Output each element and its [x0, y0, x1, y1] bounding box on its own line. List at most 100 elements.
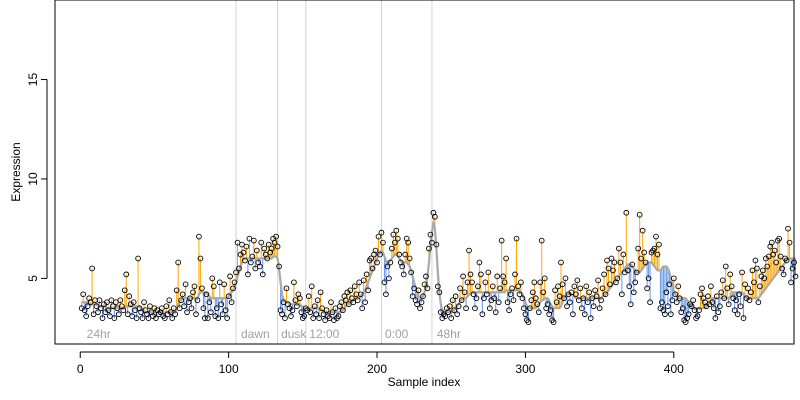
- data-point: [598, 297, 604, 304]
- data-point: [755, 299, 762, 306]
- data-point: [494, 273, 501, 280]
- data-point: [507, 291, 514, 298]
- data-point: [725, 301, 732, 308]
- data-point: [179, 291, 186, 298]
- data-point: [153, 315, 159, 322]
- data-point: [577, 285, 584, 292]
- data-point: [712, 315, 719, 322]
- data-point: [111, 315, 118, 322]
- data-point: [145, 315, 152, 322]
- data-point: [405, 239, 412, 246]
- data-point: [685, 311, 692, 318]
- x-tick-label: 300: [515, 362, 535, 376]
- data-point: [169, 315, 176, 322]
- data-point: [461, 289, 468, 296]
- data-point: [503, 255, 509, 262]
- data-point: [380, 239, 386, 246]
- data-point: [757, 283, 763, 290]
- data-point: [534, 301, 541, 308]
- data-point: [421, 281, 428, 288]
- data-point: [301, 313, 308, 320]
- data-point: [485, 269, 492, 276]
- data-point: [110, 303, 116, 310]
- data-point: [335, 313, 342, 320]
- data-point: [121, 287, 128, 294]
- data-point: [322, 317, 328, 323]
- data-point: [129, 313, 136, 320]
- data-point: [540, 289, 547, 296]
- data-point: [310, 315, 317, 322]
- data-point: [161, 315, 168, 322]
- data-point: [90, 311, 97, 318]
- data-point: [559, 281, 566, 288]
- data-point: [737, 303, 744, 310]
- data-point: [670, 275, 677, 282]
- data-point: [414, 301, 420, 308]
- data-point: [544, 301, 551, 308]
- data-point: [532, 295, 539, 302]
- data-point: [792, 273, 799, 280]
- data-point: [690, 297, 696, 304]
- data-point: [626, 283, 633, 290]
- data-point: [138, 309, 144, 316]
- data-point: [418, 299, 425, 306]
- data-point: [316, 315, 322, 322]
- data-point: [383, 291, 389, 298]
- data-point: [172, 311, 179, 318]
- data-point: [123, 271, 130, 278]
- data-point: [242, 257, 248, 264]
- data-point: [596, 305, 603, 312]
- data-point: [601, 271, 607, 278]
- data-point: [141, 299, 147, 306]
- data-point: [777, 253, 784, 260]
- data-point: [452, 293, 459, 300]
- data-point: [221, 281, 228, 288]
- data-point: [558, 259, 564, 266]
- data-point: [446, 303, 453, 310]
- data-point: [259, 271, 266, 278]
- data-point: [719, 277, 726, 284]
- data-point: [731, 307, 738, 314]
- data-point: [365, 287, 371, 294]
- data-point: [708, 283, 714, 290]
- data-point: [479, 311, 486, 318]
- data-point: [486, 305, 493, 312]
- data-point: [130, 299, 137, 306]
- data-point: [432, 213, 438, 220]
- data-point: [724, 285, 731, 292]
- data-point: [751, 279, 757, 286]
- data-point: [638, 255, 645, 262]
- data-point: [436, 289, 443, 296]
- data-point: [581, 311, 588, 318]
- data-point: [608, 255, 615, 262]
- data-point: [538, 237, 545, 244]
- data-point: [457, 285, 463, 292]
- data-point: [107, 313, 113, 320]
- data-point: [200, 305, 207, 312]
- data-point: [783, 257, 790, 264]
- data-point: [375, 233, 382, 240]
- data-point: [89, 265, 95, 272]
- y-tick-label: 10: [26, 172, 40, 186]
- data-point: [435, 283, 441, 290]
- data-point: [667, 311, 674, 318]
- data-point: [433, 241, 440, 248]
- data-point: [679, 305, 686, 312]
- data-point: [188, 305, 195, 312]
- data-point: [470, 291, 477, 298]
- data-point: [531, 279, 538, 286]
- x-axis: 0 100 200 300 400: [77, 351, 684, 376]
- data-point: [394, 235, 401, 242]
- data-point: [752, 257, 759, 264]
- data-point: [466, 247, 472, 254]
- data-point: [112, 299, 119, 306]
- data-point: [264, 255, 271, 262]
- data-point: [659, 299, 665, 306]
- data-point: [114, 305, 121, 312]
- data-point: [562, 275, 569, 282]
- data-point: [374, 259, 380, 266]
- data-point: [250, 237, 257, 244]
- data-point: [672, 291, 679, 298]
- data-point: [252, 265, 259, 272]
- data-point: [709, 299, 716, 306]
